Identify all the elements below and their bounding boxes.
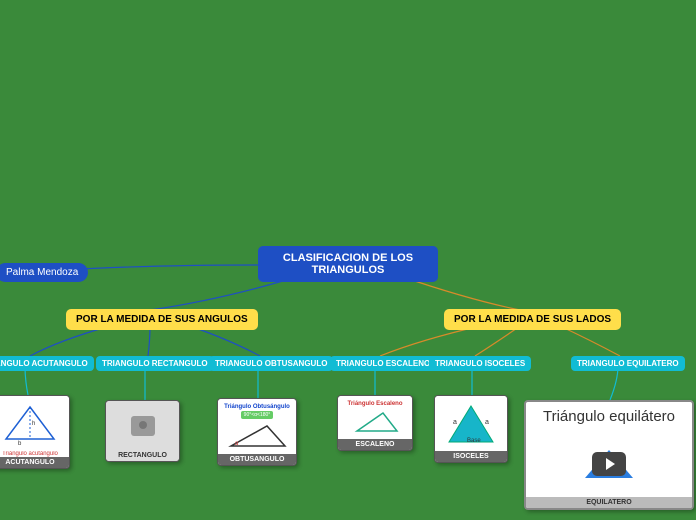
video-title: Triángulo equilátero	[537, 402, 681, 431]
card-caption: ISOCELES	[435, 451, 507, 462]
leaf-obtusangulo[interactable]: TRIANGULO OBTUSANGULO	[209, 356, 333, 371]
card-caption: OBTUSANGULO	[218, 454, 296, 465]
branch-angles[interactable]: POR LA MEDIDA DE SUS ANGULOS	[66, 309, 258, 330]
card-sublabel: Triángulo Obtusángulo	[224, 404, 290, 410]
card-image	[106, 401, 179, 450]
card-image: h b	[0, 396, 69, 451]
card-image: Triángulo Obtusángulo 90°<α<180° α	[218, 399, 296, 454]
card-caption: EQUILATERO	[526, 497, 692, 508]
svg-text:b: b	[18, 441, 22, 445]
card-escaleno[interactable]: Triángulo Escaleno ESCALENO	[337, 395, 413, 451]
triangle-escal-icon	[345, 407, 405, 435]
triangle-acut-icon: h b	[0, 403, 60, 445]
leaf-equilatero[interactable]: TRIANGULO EQUILATERO	[571, 356, 685, 371]
card-obtusangulo[interactable]: Triángulo Obtusángulo 90°<α<180° α OBTUS…	[217, 398, 297, 466]
triangle-isoc-icon: a a Base	[443, 402, 499, 446]
svg-text:a: a	[485, 419, 489, 426]
svg-text:Base: Base	[467, 438, 481, 444]
branch-sides[interactable]: POR LA MEDIDA DE SUS LADOS	[444, 309, 621, 330]
angle-label: 90°<α<180°	[241, 411, 274, 419]
camera-icon	[131, 416, 155, 436]
video-thumbnail[interactable]	[526, 431, 692, 497]
card-caption: ESCALENO	[338, 439, 412, 450]
leaf-acutangulo[interactable]: TRIANGULO ACUTANGULO	[0, 356, 94, 371]
svg-text:a: a	[453, 419, 457, 426]
author-node[interactable]: Palma Mendoza	[0, 263, 88, 282]
play-icon[interactable]	[592, 452, 626, 476]
svg-text:α: α	[235, 441, 239, 447]
card-caption: ACUTANGULO	[0, 457, 69, 468]
root-node[interactable]: CLASIFICACION DE LOS TRIANGULOS	[258, 246, 438, 282]
card-isoceles[interactable]: a a Base ISOCELES	[434, 395, 508, 463]
card-equilatero[interactable]: Triángulo equilátero EQUILATERO	[524, 400, 694, 510]
svg-text:h: h	[32, 421, 35, 427]
triangle-obtus-icon: α	[225, 420, 289, 450]
card-rectangulo[interactable]: RECTANGULO	[105, 400, 180, 462]
card-image: a a Base	[435, 396, 507, 451]
card-caption: RECTANGULO	[106, 450, 179, 461]
card-acutangulo[interactable]: h b Triángulo acutángulo ACUTANGULO	[0, 395, 70, 469]
leaf-isoceles[interactable]: TRIANGULO ISOCELES	[429, 356, 531, 371]
leaf-escaleno[interactable]: TRIANGULO ESCALENO	[330, 356, 436, 371]
leaf-rectangulo[interactable]: TRIANGULO RECTANGULO	[96, 356, 214, 371]
card-image: Triángulo Escaleno	[338, 396, 412, 439]
